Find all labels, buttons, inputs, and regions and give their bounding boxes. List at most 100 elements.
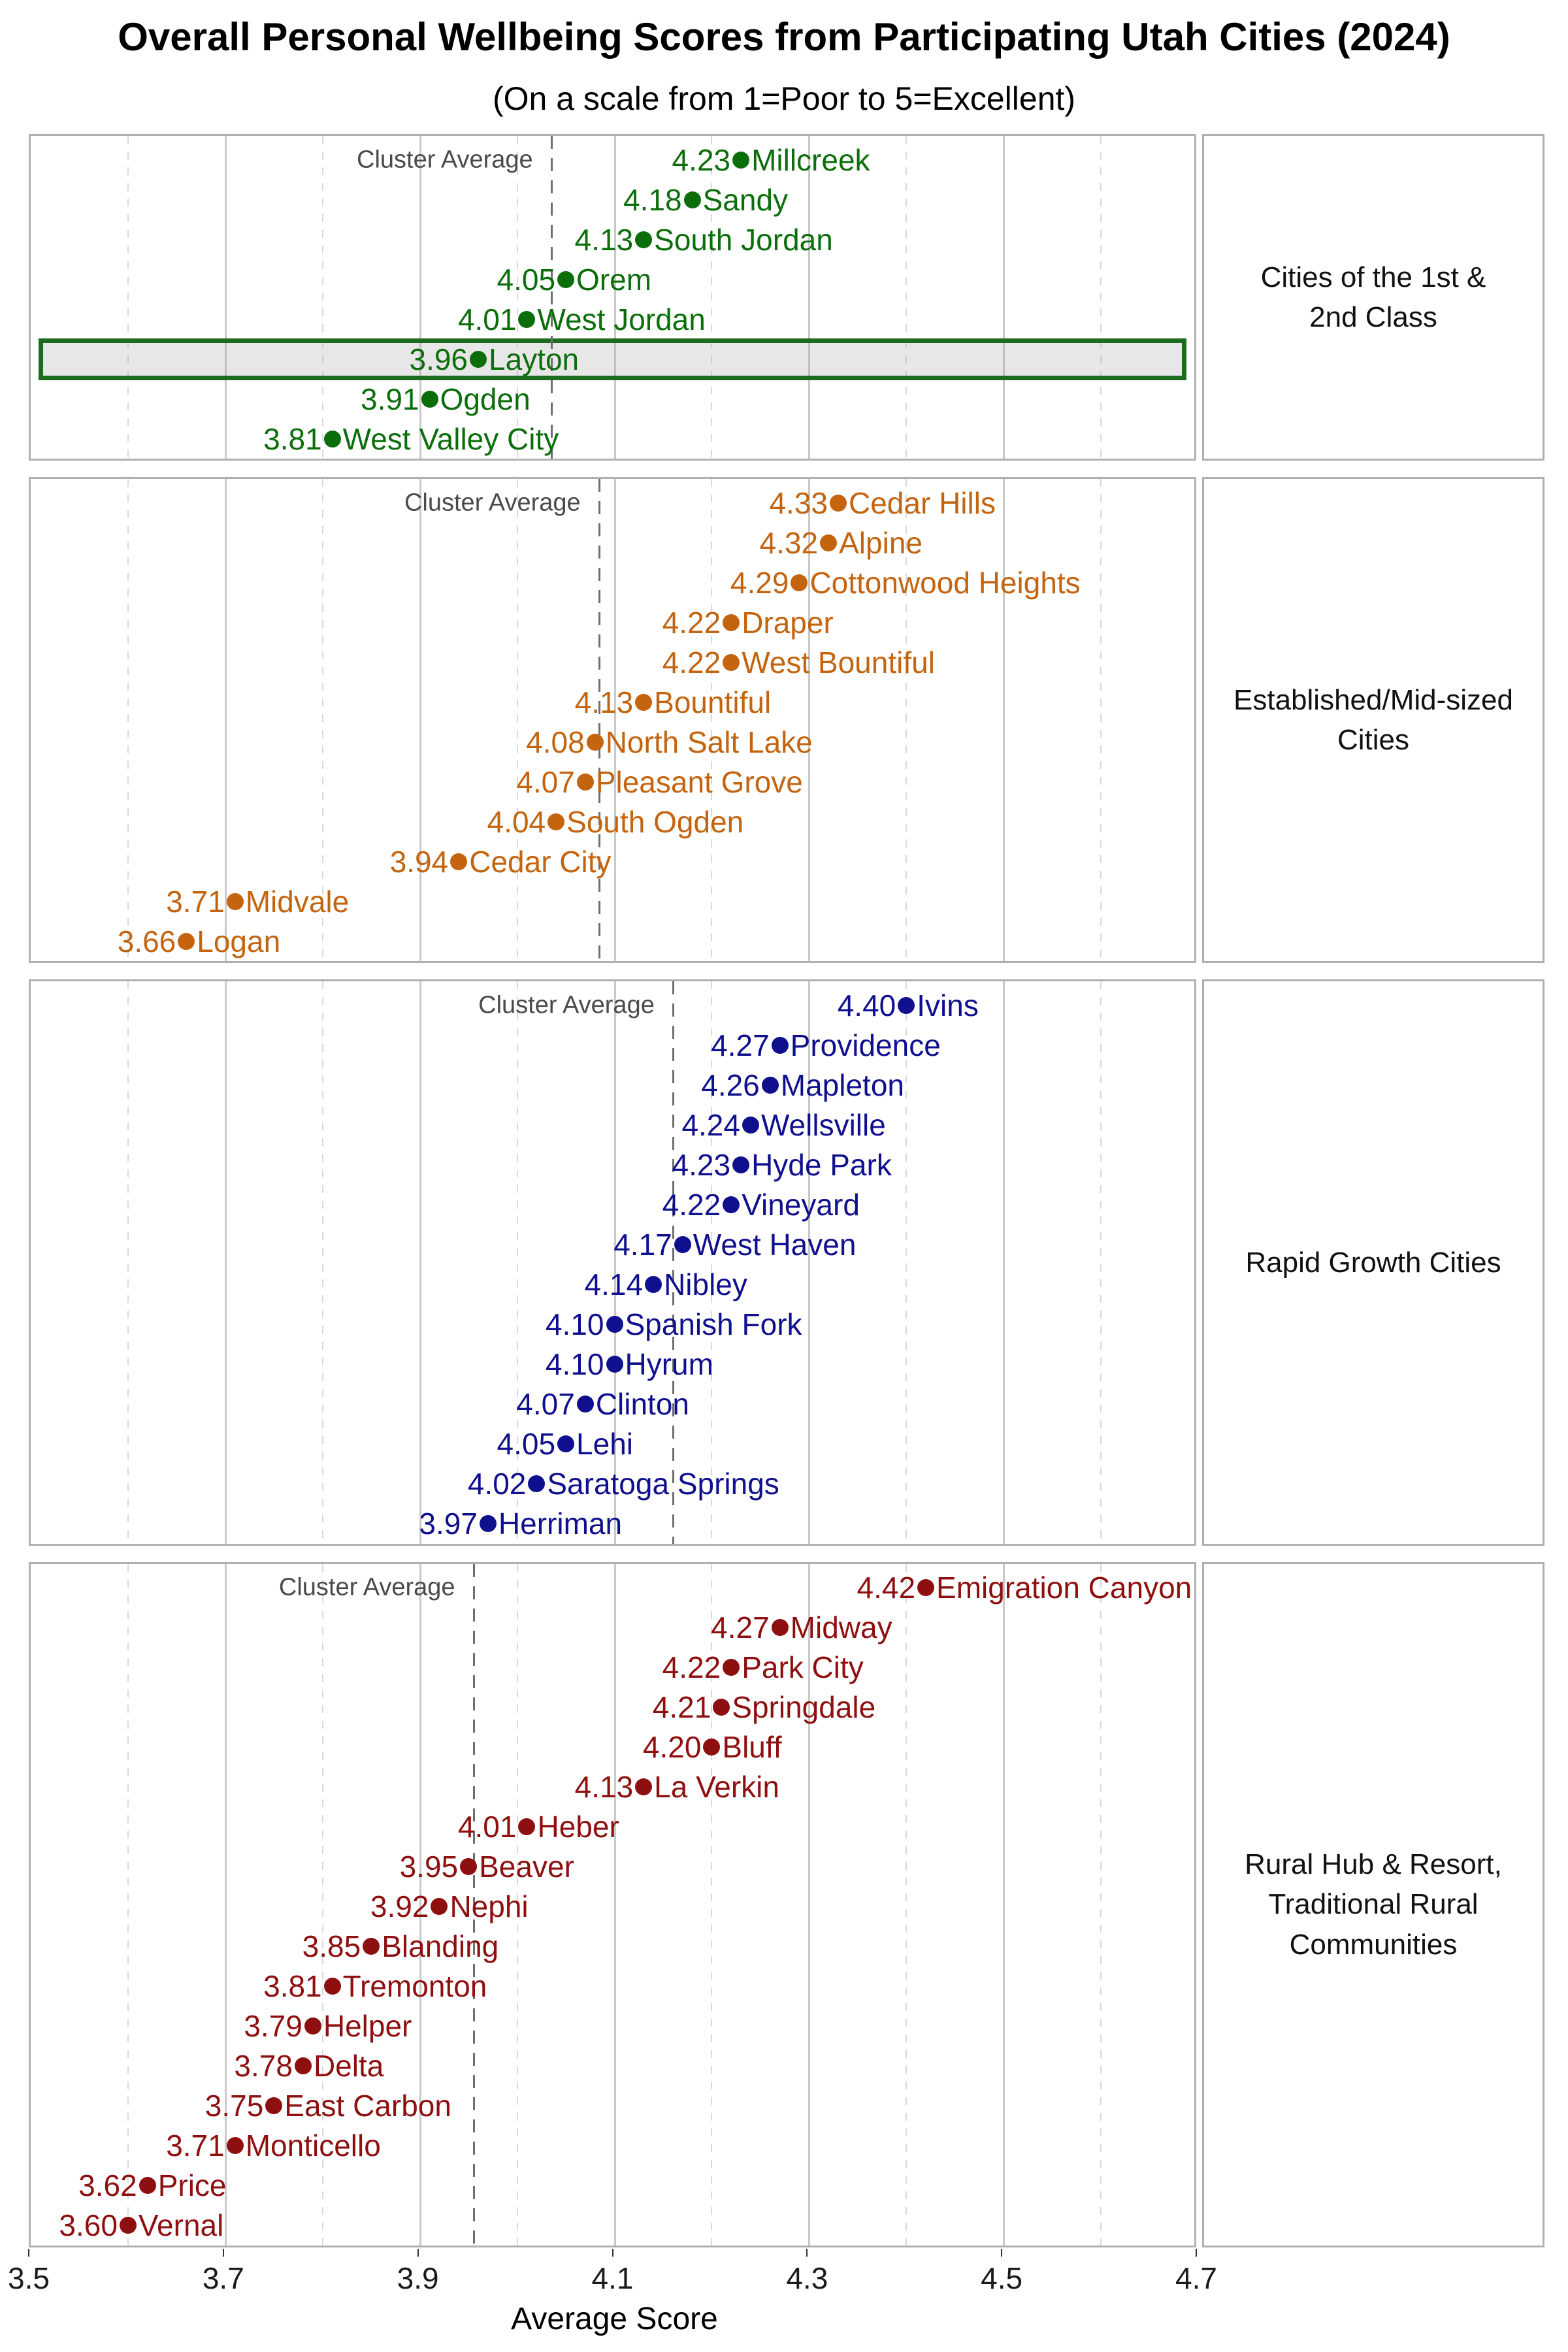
facet-strip-text: Rapid Growth Cities [1245,1246,1501,1279]
cluster-average-label: Cluster Average [404,489,581,517]
data-point-dot [723,653,740,671]
grid-line-major [419,981,421,1544]
data-point-city: Park City [742,1650,864,1685]
data-point-value: 4.23 [672,1147,731,1182]
x-axis-tick [222,2248,224,2257]
data-point-city: Sandy [702,182,789,217]
data-point-value: 4.05 [497,1426,556,1461]
data-point-dot [323,1978,341,1995]
data-point-value: 4.32 [759,525,819,560]
data-point-city: Pleasant Grove [595,764,803,799]
grid-line-major [808,1563,811,2246]
data-point-value: 3.71 [166,884,225,919]
data-point-value: 3.91 [361,382,419,416]
data-point-dot [431,1898,448,1916]
grid-line-major [224,479,227,962]
data-point-value: 3.71 [166,2129,225,2163]
data-point-value: 3.81 [263,421,322,456]
data-point-dot [732,151,750,169]
grid-line-minor [516,479,518,962]
data-point-value: 3.79 [244,2009,302,2044]
data-point-dot [139,2177,156,2195]
facet-strip-label-4: Rural Hub & Resort, Traditional Rural Comm… [1202,1561,1544,2247]
data-point-value: 4.22 [662,605,721,640]
data-point-value: 4.17 [613,1227,672,1262]
data-point-value: 4.27 [711,1610,770,1645]
data-point-dot [576,1395,594,1413]
data-point-city: Ivins [917,988,979,1022]
data-point-value: 4.27 [711,1028,770,1062]
facet-panel-2: Cluster Average 4.33 Cedar Hills 4.32 Alpine… [29,477,1196,964]
grid-line-minor [906,479,907,962]
data-point-dot [635,1778,653,1796]
data-point-dot [226,892,244,910]
facet-strip-text: Cities of the 1st & 2nd Class [1260,261,1486,334]
data-point-value: 3.97 [419,1506,478,1541]
data-point-dot [771,1036,789,1054]
data-point-value: 4.07 [516,1386,575,1421]
data-point-dot [791,574,808,591]
data-point-value: 4.08 [526,725,585,759]
data-point-value: 4.13 [574,222,634,257]
data-point-dot [645,1275,662,1293]
grid-line-major [1003,1563,1005,2246]
data-point-dot [421,390,438,408]
data-point-value: 4.04 [487,804,546,839]
facet-strip-label-1: Cities of the 1st & 2nd Class [1202,134,1544,461]
data-point-dot [683,191,701,208]
data-point-value: 4.33 [769,485,828,520]
grid-line-minor [321,479,323,962]
x-axis-tick [612,2248,613,2257]
x-axis-tick-label: 4.3 [786,2261,828,2295]
data-point-dot [820,534,838,551]
grid-line-minor [711,479,713,962]
grid-line-minor [516,136,518,459]
data-point-city: Lehi [576,1426,633,1461]
grid-line-major [224,136,227,459]
data-point-dot [479,1514,497,1532]
data-point-city: Logan [197,924,281,958]
data-point-city: East Carbon [284,2089,451,2123]
data-point-city: Helper [323,2009,412,2044]
data-point-city: Bluff [722,1730,782,1765]
data-point-city: West Bountiful [742,645,935,679]
data-point-value: 3.60 [59,2208,118,2243]
data-point-city: Hyrum [625,1347,713,1381]
grid-line-major [808,479,811,962]
grid-line-minor [321,981,323,1544]
x-axis-tick [28,2248,29,2257]
data-point-dot [742,1116,759,1134]
chart-subtitle: (On a scale from 1=Poor to 5=Excellent) [492,80,1076,117]
data-point-dot [761,1076,779,1094]
grid-line-minor [906,1563,907,2246]
data-point-value: 3.81 [263,1969,322,2004]
data-point-dot [304,2017,321,2035]
facet-strip-text: Rural Hub & Resort, Traditional Rural Comm… [1245,1848,1502,1961]
data-point-city: West Haven [693,1227,857,1262]
grid-line-major [224,981,227,1544]
data-point-dot [898,996,915,1014]
data-point-city: Heber [537,1810,619,1844]
x-axis-tick [417,2248,419,2257]
grid-line-major [224,1563,227,2246]
grid-line-major [1003,136,1005,459]
data-point-value: 4.22 [662,1187,721,1222]
data-point-value: 4.24 [681,1107,740,1142]
x-axis-tick-label: 4.5 [981,2261,1023,2295]
grid-line-minor [127,981,129,1544]
data-point-city: Bountiful [654,685,772,719]
grid-line-minor [906,136,907,459]
data-point-city: Midway [790,1610,892,1645]
data-point-dot [576,773,594,791]
grid-line-minor [127,136,129,459]
data-point-value: 3.96 [409,342,468,376]
data-point-dot [830,494,847,512]
data-point-city: Wellsville [760,1107,886,1142]
cluster-average-label: Cluster Average [357,146,533,174]
grid-line-minor [127,479,129,962]
data-point-city: Price [157,2168,227,2203]
data-point-city: Cedar City [469,844,612,879]
data-point-value: 4.22 [662,1650,721,1685]
grid-line-minor [906,981,907,1544]
x-axis-tick [1001,2248,1003,2257]
